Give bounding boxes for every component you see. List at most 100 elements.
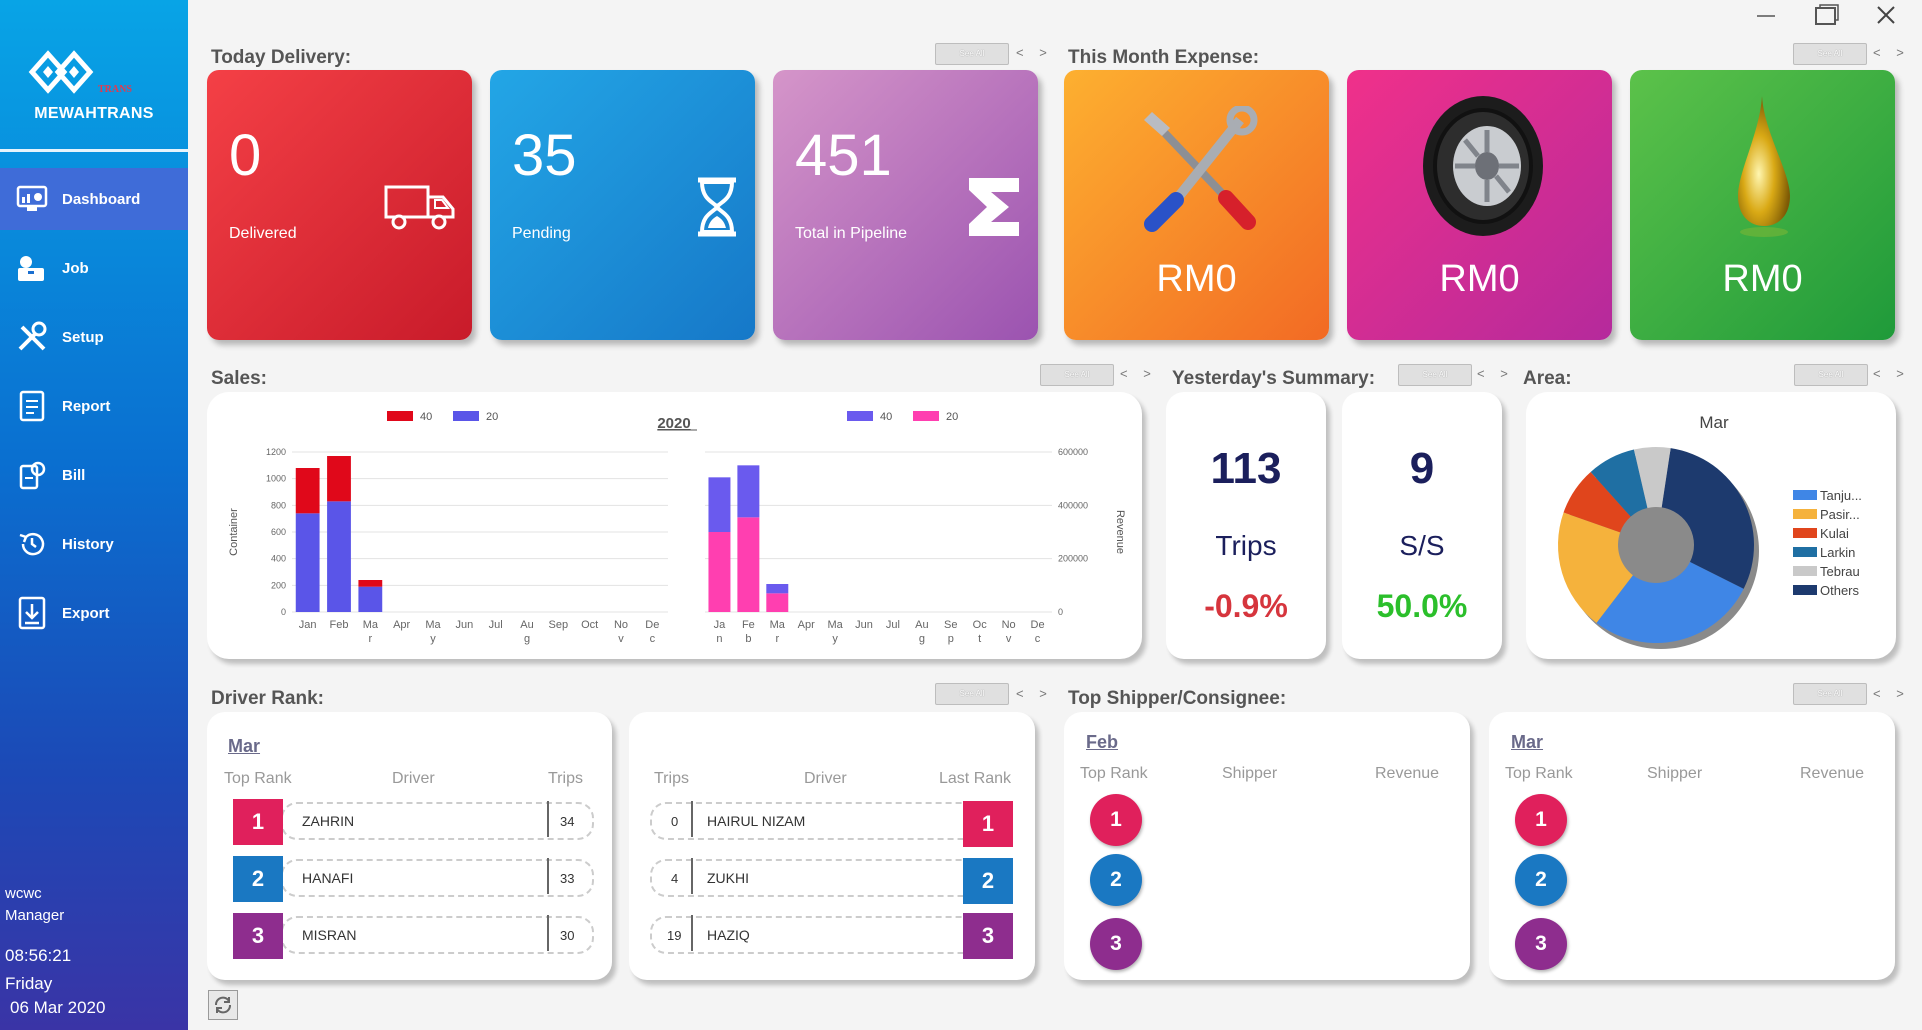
see-all-button[interactable]: See All (1040, 364, 1114, 386)
legend-swatch (1793, 509, 1817, 519)
see-all-button[interactable]: See All (1398, 364, 1472, 386)
col-header-revenue: Revenue (1375, 765, 1440, 782)
x-tick-label: Oct (581, 619, 598, 631)
pager-arrows[interactable]: < > (1873, 686, 1910, 701)
month-link[interactable]: Mar (1511, 732, 1544, 752)
pager-arrows[interactable]: < > (1873, 366, 1910, 381)
col-header-top-rank: Top Rank (1505, 765, 1573, 782)
month-link[interactable]: Mar (228, 736, 261, 756)
clock-day: Friday (5, 974, 53, 993)
area-donut-chart: Mar Tanju... Pasir... Kulai Larkin Tebrau Oth… (1558, 413, 1862, 649)
refresh-button[interactable] (208, 990, 238, 1020)
legend-swatch (1793, 528, 1817, 538)
trips-count: 113 (1210, 444, 1282, 493)
x-tick-label: Jun (455, 619, 473, 631)
see-all-button[interactable]: See All (935, 683, 1009, 705)
driver-pill (650, 859, 984, 897)
expense-tire-tile[interactable]: RM0 (1347, 70, 1612, 340)
see-all-button[interactable]: See All (1793, 43, 1867, 65)
sidebar-item-label: History (62, 535, 114, 553)
sidebar-item-report[interactable]: Report (0, 375, 188, 437)
minimize-button[interactable] (1746, 2, 1786, 28)
area-title: Area: (1523, 368, 1572, 389)
rank-badge: 2 (1515, 854, 1567, 906)
legend-label: 40 (880, 411, 892, 423)
x-tick-label: Au (915, 619, 928, 631)
legend-label: Kulai (1820, 526, 1849, 541)
expense-oil-value: RM0 (1722, 258, 1803, 300)
tools-icon (1144, 106, 1258, 232)
divider (547, 858, 549, 894)
x-tick-label: De (645, 619, 659, 631)
x-tick-label: y (832, 633, 838, 645)
rank-badge: 2 (233, 856, 283, 902)
see-all-button[interactable]: See All (1793, 683, 1867, 705)
shipper-feb-card: Feb Top Rank Shipper Revenue 1 2 3 (1064, 712, 1470, 980)
col-header-top-rank: Top Rank (224, 770, 292, 787)
x-tick-label: c (650, 633, 656, 645)
sidebar-item-dashboard[interactable]: Dashboard (0, 168, 188, 230)
pending-tile[interactable]: 35 Pending (490, 70, 755, 340)
col-header-top-rank: Top Rank (1080, 765, 1148, 782)
logo-sub: TRANS (98, 84, 132, 95)
trip-count: 4 (671, 871, 679, 886)
sales-card: 2020 0 200 400 600 800 1000 1200 Container Jan Fe… (207, 392, 1142, 659)
sidebar-item-job[interactable]: Job (0, 237, 188, 299)
legend-label: Tanju... (1820, 488, 1862, 503)
expense-tools-tile[interactable]: RM0 (1064, 70, 1329, 340)
sidebar-item-export[interactable]: Export (0, 582, 188, 644)
expense-title: This Month Expense: (1068, 47, 1260, 68)
bill-icon (14, 457, 50, 493)
sidebar-item-setup[interactable]: Setup (0, 306, 188, 368)
trip-count: 33 (560, 871, 575, 886)
y-tick-label: 600000 (1058, 447, 1088, 457)
shipper-mar-card: Mar Top Rank Shipper Revenue 1 2 3 (1489, 712, 1895, 980)
minimize-icon (1757, 15, 1775, 17)
y-tick-label: 200 (271, 580, 286, 590)
report-icon (14, 388, 50, 424)
sidebar-item-history[interactable]: History (0, 513, 188, 575)
y-tick-label: 400 (271, 554, 286, 564)
maximize-button[interactable] (1806, 2, 1846, 28)
legend-swatch (913, 411, 939, 421)
see-all-button[interactable]: See All (935, 43, 1009, 65)
x-tick-label: c (1035, 633, 1041, 645)
rank-badge: 1 (1090, 794, 1142, 846)
expense-tools-value: RM0 (1156, 258, 1237, 300)
sidebar-item-label: Report (62, 397, 111, 415)
driver-pill (650, 916, 984, 954)
x-tick-label: Jul (886, 619, 900, 631)
bar (766, 593, 789, 612)
x-tick-label: Ma (363, 619, 379, 631)
driver-name: ZUKHI (707, 870, 749, 886)
clock-date: 06 Mar 2020 (10, 998, 106, 1017)
col-header-last-rank: Last Rank (939, 770, 1012, 787)
trips-unit: Trips (1215, 530, 1277, 561)
x-tick-label: Ja (714, 619, 727, 631)
pager-arrows[interactable]: < > (1016, 45, 1053, 60)
trip-count: 0 (671, 814, 679, 829)
legend-label: Others (1820, 583, 1860, 598)
sidebar-item-bill[interactable]: Bill (0, 444, 188, 506)
x-tick-label: g (524, 633, 530, 645)
divider (0, 149, 188, 152)
close-button[interactable] (1866, 2, 1906, 28)
area-card: Mar Tanju... Pasir... Kulai Larkin Tebrau Oth… (1526, 392, 1896, 659)
sidebar-item-label: Job (62, 259, 89, 277)
month-link[interactable]: Feb (1086, 732, 1119, 752)
see-all-button[interactable]: See All (1794, 364, 1868, 386)
pager-arrows[interactable]: < > (1016, 686, 1053, 701)
col-header-shipper: Shipper (1222, 765, 1278, 782)
donut-slice (1563, 471, 1631, 533)
col-header-driver: Driver (804, 770, 847, 787)
delivered-tile[interactable]: 0 Delivered (207, 70, 472, 340)
tire-icon (1423, 96, 1543, 236)
rank-badge: 3 (1515, 918, 1567, 970)
pager-arrows[interactable]: < > (1477, 366, 1514, 381)
pager-arrows[interactable]: < > (1120, 366, 1157, 381)
trips-summary-card: 113 Trips -0.9% (1166, 392, 1326, 659)
pager-arrows[interactable]: < > (1873, 45, 1910, 60)
expense-oil-tile[interactable]: RM0 (1630, 70, 1895, 340)
pipeline-tile[interactable]: 451 Total in Pipeline (773, 70, 1038, 340)
